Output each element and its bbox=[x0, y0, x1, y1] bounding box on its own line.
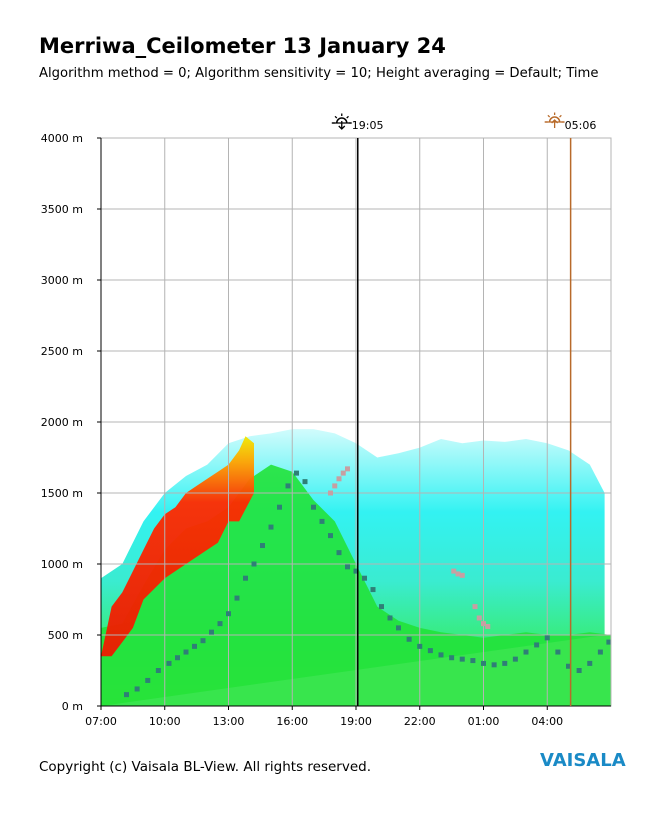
rain-marker-point bbox=[481, 621, 486, 627]
cloud-base-point bbox=[200, 638, 206, 644]
cloud-base-point bbox=[209, 629, 214, 635]
cloud-base-point bbox=[353, 568, 359, 574]
cloud-base-point bbox=[544, 635, 550, 641]
cloud-base-point bbox=[234, 595, 240, 601]
y-tick-label: 1500 m bbox=[41, 487, 83, 500]
cloud-base-point bbox=[470, 658, 476, 664]
cloud-base-point bbox=[124, 692, 129, 698]
sunrise-time-label: 05:06 bbox=[565, 119, 597, 132]
rain-marker-point bbox=[476, 615, 482, 621]
cloud-base-point bbox=[302, 479, 308, 485]
cloud-base-point bbox=[449, 655, 455, 661]
cloud-base-point bbox=[155, 668, 161, 673]
x-tick-label: 19:00 bbox=[340, 715, 372, 728]
cloud-base-point bbox=[277, 504, 282, 510]
cloud-base-point bbox=[438, 652, 444, 658]
cloud-base-point bbox=[362, 575, 367, 581]
cloud-base-point bbox=[336, 550, 342, 556]
chart-subtitle: Algorithm method = 0; Algorithm sensitiv… bbox=[39, 66, 599, 81]
cloud-base-point bbox=[319, 518, 325, 524]
cloud-base-point bbox=[566, 663, 571, 669]
cloud-base-point bbox=[268, 524, 274, 530]
cloud-base-point bbox=[512, 656, 518, 662]
x-tick-label: 07:00 bbox=[85, 715, 117, 728]
cloud-base-point bbox=[345, 564, 350, 570]
cloud-base-point bbox=[417, 643, 423, 649]
rain-marker-point bbox=[332, 483, 338, 489]
cloud-base-point bbox=[379, 604, 384, 610]
cloud-base-point bbox=[370, 587, 376, 593]
rain-marker-point bbox=[451, 568, 457, 574]
y-tick-labels: 0 m 500 m 1000 m 1500 m 2000 m 2500 m 3000 m 35… bbox=[41, 132, 101, 713]
cloud-base-point bbox=[285, 483, 291, 489]
sunrise-marker: 05:06 bbox=[544, 112, 597, 132]
cloud-base-point bbox=[251, 561, 257, 567]
high-backscatter-region bbox=[101, 436, 254, 657]
sunrise-icon bbox=[544, 112, 565, 128]
x-tick-label: 10:00 bbox=[149, 715, 181, 728]
y-tick-label: 4000 m bbox=[41, 132, 83, 145]
cloud-base-point bbox=[523, 649, 529, 655]
rain-marker-point bbox=[345, 466, 350, 472]
rain-marker-point bbox=[328, 490, 333, 496]
cloud-base-point bbox=[481, 660, 486, 666]
rain-marker-point bbox=[340, 470, 346, 476]
x-tick-label: 01:00 bbox=[468, 715, 500, 728]
sunset-marker: 19:05 bbox=[331, 113, 384, 132]
cloud-base-point bbox=[145, 677, 151, 683]
rain-marker-point bbox=[459, 572, 465, 578]
cloud-base-layer bbox=[124, 470, 611, 698]
cloud-base-point bbox=[502, 660, 508, 666]
y-tick-label: 500 m bbox=[48, 629, 83, 642]
x-tick-labels: 07:00 10:00 13:00 16:00 19:00 22:00 01:00 04:00 bbox=[85, 706, 563, 728]
chart-title: Merriwa_Ceilometer 13 January 24 bbox=[39, 34, 446, 58]
y-tick-label: 3500 m bbox=[41, 203, 83, 216]
rain-markers bbox=[328, 466, 491, 629]
cloud-base-point bbox=[406, 636, 412, 642]
sunset-time-label: 19:05 bbox=[352, 119, 384, 132]
cloud-base-point bbox=[134, 686, 140, 692]
cloud-base-point bbox=[175, 655, 180, 661]
cloud-base-point bbox=[555, 649, 561, 655]
cloud-base-point bbox=[217, 621, 223, 627]
cloud-base-point bbox=[576, 668, 582, 673]
cloud-base-point bbox=[597, 649, 603, 655]
copyright-text: Copyright (c) Vaisala BL-View. All right… bbox=[39, 759, 372, 775]
x-tick-label: 04:00 bbox=[531, 715, 563, 728]
cloud-base-point bbox=[311, 504, 316, 510]
x-tick-label: 13:00 bbox=[213, 715, 245, 728]
cloud-base-point bbox=[427, 648, 433, 654]
x-tick-label: 22:00 bbox=[404, 715, 436, 728]
cloud-base-point bbox=[192, 643, 197, 649]
y-tick-label: 3000 m bbox=[41, 274, 83, 287]
cloud-base-point bbox=[166, 660, 172, 666]
y-tick-label: 1000 m bbox=[41, 558, 83, 571]
cloud-base-point bbox=[387, 615, 393, 621]
y-tick-label: 0 m bbox=[62, 700, 83, 713]
cloud-base-point bbox=[587, 660, 593, 666]
cloud-base-point bbox=[260, 543, 265, 549]
cloud-base-point bbox=[491, 662, 497, 668]
cloud-base-point bbox=[328, 533, 333, 539]
vaisala-logo: VAISALA bbox=[540, 750, 626, 771]
x-tick-label: 16:00 bbox=[276, 715, 308, 728]
rain-marker-point bbox=[336, 476, 342, 482]
sunset-icon bbox=[331, 113, 352, 130]
cloud-base-point bbox=[294, 470, 299, 476]
cloud-base-point bbox=[183, 649, 189, 655]
y-tick-label: 2500 m bbox=[41, 345, 83, 358]
cloud-base-point bbox=[534, 642, 540, 648]
rain-marker-point bbox=[472, 604, 478, 610]
cloud-base-point bbox=[243, 575, 248, 581]
y-tick-label: 2000 m bbox=[41, 416, 83, 429]
cloud-base-point bbox=[459, 656, 465, 662]
cloud-base-point bbox=[606, 639, 611, 645]
rain-marker-point bbox=[455, 571, 461, 577]
rain-marker-point bbox=[485, 623, 491, 629]
cloud-base-point bbox=[396, 625, 401, 631]
cloud-base-point bbox=[226, 611, 231, 617]
